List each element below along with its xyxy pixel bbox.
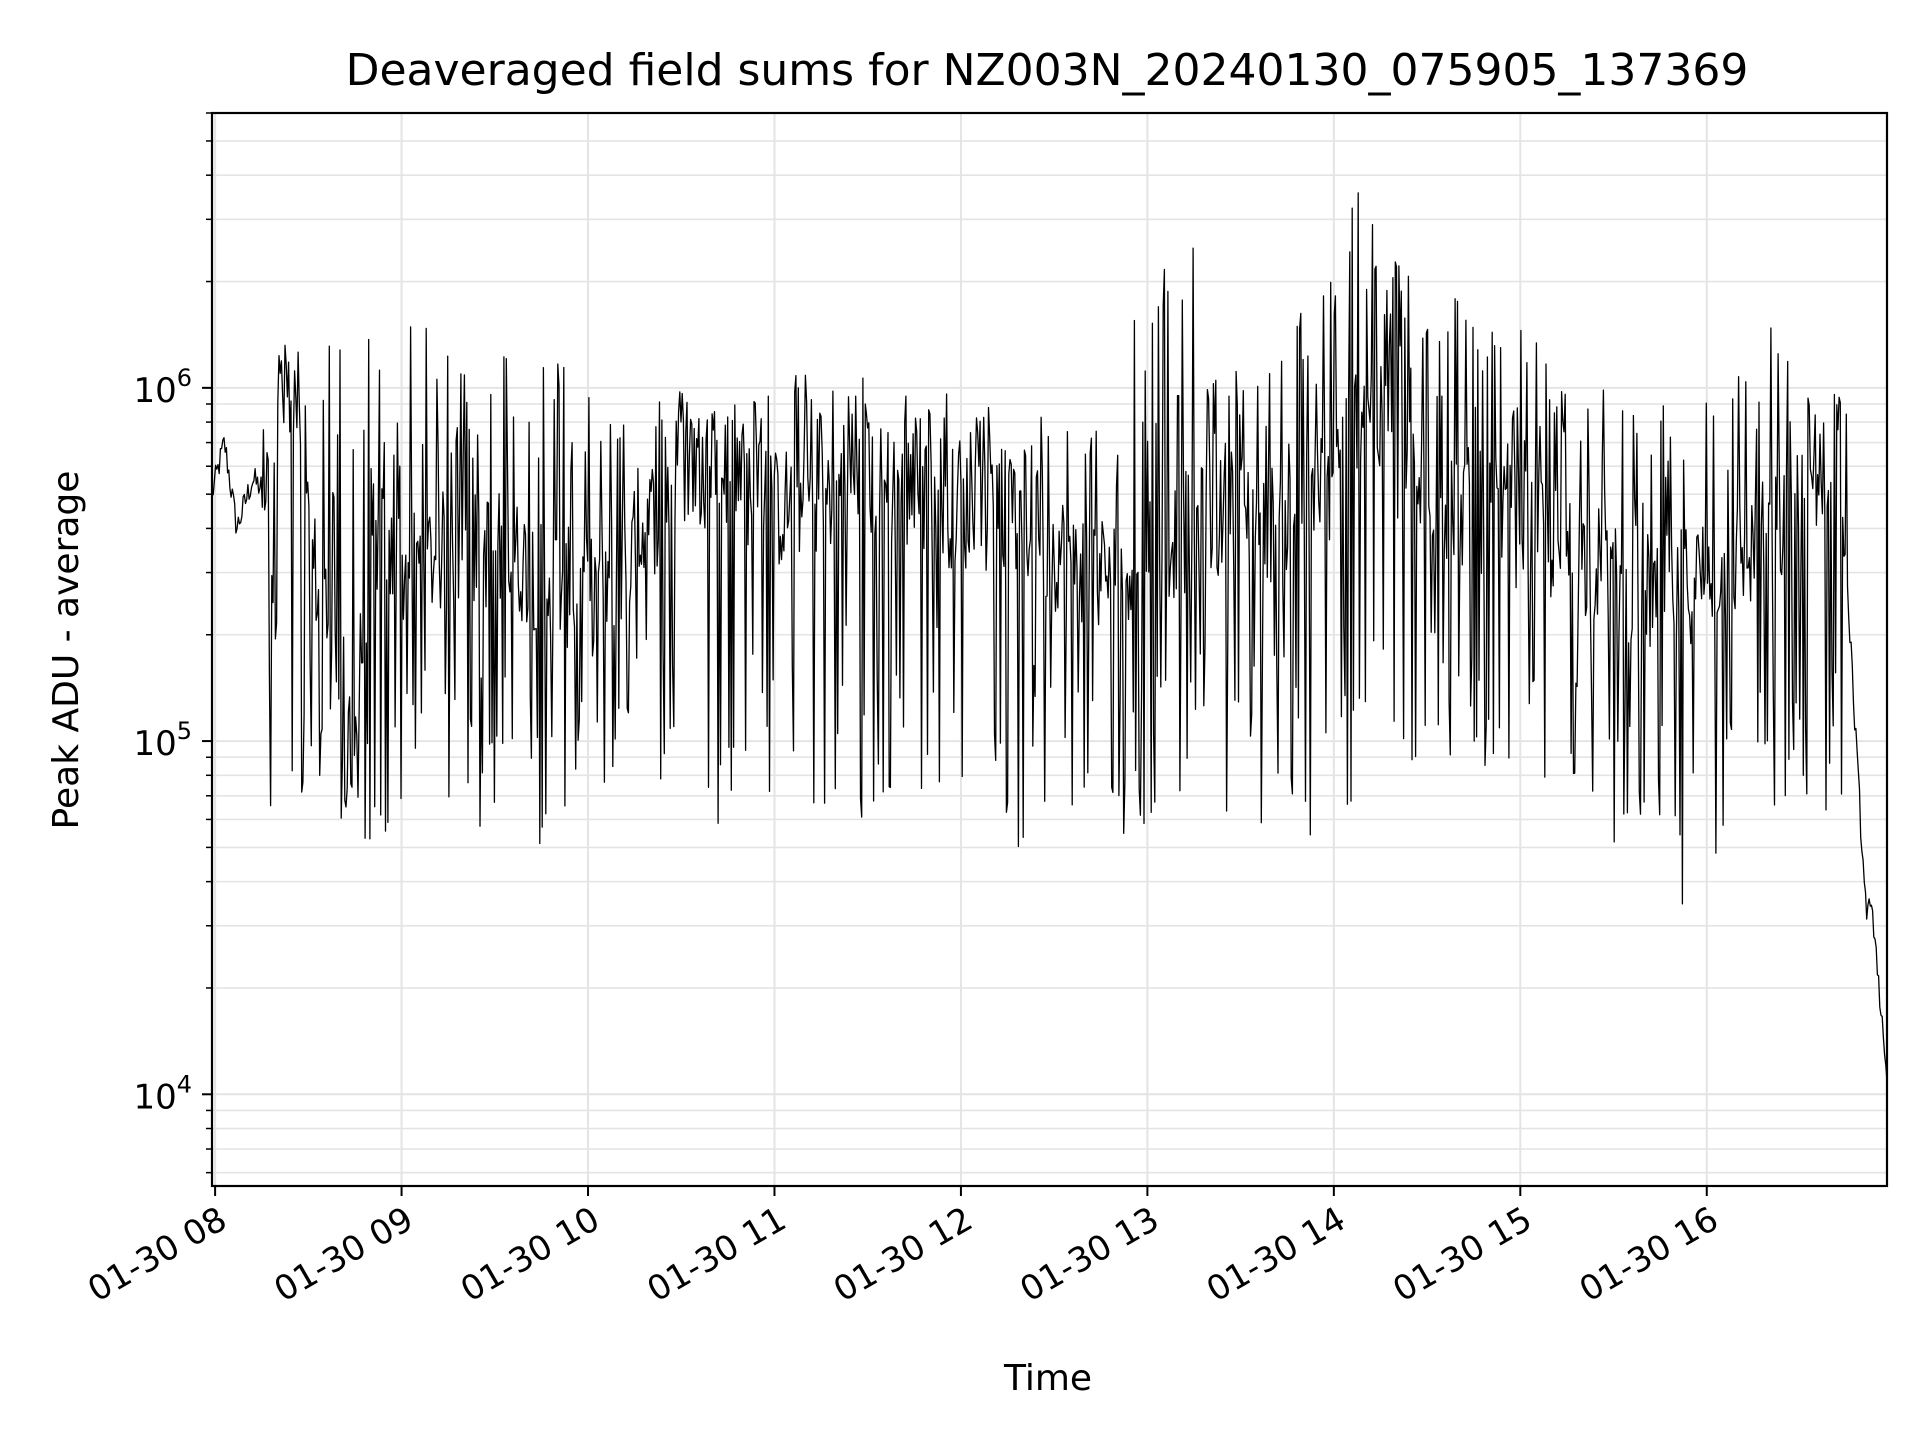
y-tick-label: 104 bbox=[133, 1070, 192, 1117]
series-line bbox=[211, 192, 1888, 1082]
x-tick-label: 01-30 15 bbox=[1386, 1199, 1538, 1310]
x-tick-label: 01-30 12 bbox=[827, 1199, 979, 1310]
grid bbox=[212, 112, 1887, 1186]
y-axis: 104 105 106 bbox=[133, 112, 212, 1174]
x-axis-label: Time bbox=[1003, 1358, 1092, 1399]
x-tick-label: 01-30 10 bbox=[454, 1199, 606, 1310]
x-tick-label: 01-30 08 bbox=[81, 1199, 233, 1310]
y-tick-label: 106 bbox=[133, 364, 192, 411]
plot-frame bbox=[210, 111, 1889, 1188]
y-tick-label: 105 bbox=[133, 717, 192, 764]
x-tick-label: 01-30 14 bbox=[1200, 1199, 1352, 1310]
x-tick-label: 01-30 11 bbox=[641, 1199, 793, 1310]
x-axis: 01-30 08 01-30 09 01-30 10 01-30 11 01-30 12… bbox=[81, 1186, 1725, 1310]
x-tick-label: 01-30 13 bbox=[1013, 1199, 1165, 1310]
series-line-layer bbox=[211, 192, 1888, 1082]
y-axis-label: Peak ADU - average bbox=[46, 471, 87, 830]
x-tick-label: 01-30 16 bbox=[1573, 1199, 1725, 1310]
chart-title: Deaveraged field sums for NZ003N_2024013… bbox=[346, 45, 1749, 96]
x-tick-label: 01-30 09 bbox=[268, 1199, 420, 1310]
